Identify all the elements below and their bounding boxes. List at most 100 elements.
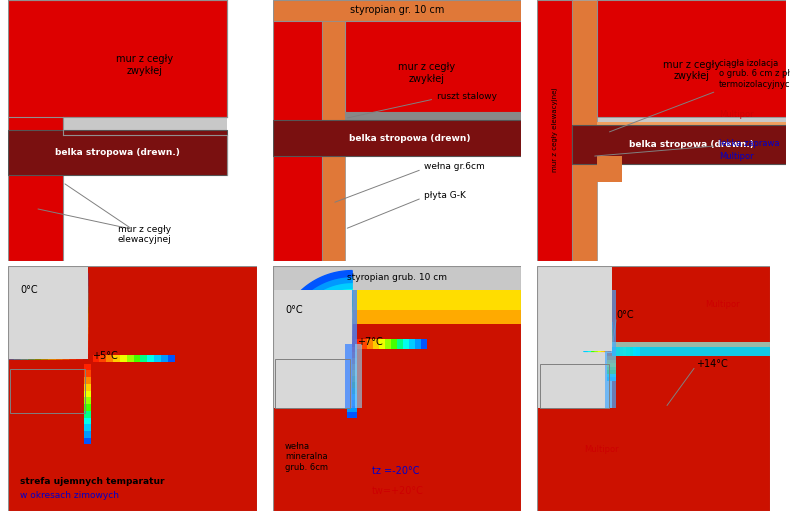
Polygon shape (337, 330, 352, 344)
Bar (8, 130, 227, 175)
Bar (147, 355, 154, 363)
Bar (361, 339, 367, 349)
Bar (88, 266, 257, 359)
Bar (611, 266, 770, 352)
Bar (408, 339, 415, 349)
Text: ruszt stalowy: ruszt stalowy (437, 92, 497, 101)
Bar (84, 404, 92, 411)
Polygon shape (69, 340, 88, 359)
Bar (348, 346, 357, 352)
Bar (84, 377, 92, 384)
Bar (8, 408, 88, 511)
Polygon shape (295, 288, 352, 344)
Bar (597, 156, 622, 182)
Bar (348, 400, 357, 406)
Bar (608, 367, 616, 370)
Polygon shape (604, 343, 611, 352)
Text: lekka zaprawa: lekka zaprawa (719, 139, 780, 148)
Text: belka stropowa (drewn.): belka stropowa (drewn.) (629, 140, 754, 149)
Bar (275, 359, 350, 408)
Bar (154, 355, 161, 363)
Text: 0°C: 0°C (616, 309, 634, 320)
Bar (608, 353, 616, 356)
Bar (88, 266, 257, 359)
Bar (8, 0, 62, 260)
Bar (92, 355, 100, 363)
Bar (88, 359, 257, 408)
Text: +5°C: +5°C (92, 351, 118, 361)
Text: wełna
mineralna
grub. 6cm: wełna mineralna grub. 6cm (285, 442, 328, 472)
Text: Multipor: Multipor (719, 110, 754, 119)
Bar (88, 359, 257, 408)
Bar (84, 391, 92, 398)
Bar (352, 344, 521, 408)
Polygon shape (290, 282, 352, 344)
Bar (611, 342, 770, 346)
Polygon shape (76, 347, 88, 359)
Bar (421, 339, 427, 349)
Bar (637, 346, 640, 356)
Bar (8, 266, 88, 359)
Bar (84, 417, 92, 424)
Bar (348, 364, 357, 370)
Text: Multipor: Multipor (705, 301, 739, 309)
Bar (348, 412, 357, 417)
Bar (626, 346, 630, 356)
Bar (352, 310, 521, 325)
Polygon shape (332, 324, 352, 344)
Bar (84, 438, 92, 444)
Polygon shape (7, 280, 88, 359)
Bar (126, 355, 134, 363)
Polygon shape (314, 306, 352, 344)
Bar (605, 290, 616, 408)
Polygon shape (48, 320, 88, 359)
Bar (62, 117, 227, 135)
Bar (348, 382, 357, 388)
Text: +14°C: +14°C (696, 358, 728, 369)
Bar (120, 355, 126, 363)
Bar (611, 346, 770, 356)
Text: belka stropowa (drewn.): belka stropowa (drewn.) (55, 148, 180, 157)
Polygon shape (320, 312, 352, 344)
Bar (167, 355, 175, 363)
Polygon shape (55, 327, 88, 359)
Bar (344, 112, 521, 120)
Polygon shape (597, 336, 611, 352)
Bar (273, 344, 352, 408)
Bar (322, 21, 344, 260)
Text: 0°C: 0°C (285, 305, 303, 315)
Polygon shape (62, 333, 88, 359)
Polygon shape (277, 270, 352, 344)
Bar (597, 122, 786, 130)
Bar (352, 290, 521, 344)
Polygon shape (302, 294, 352, 344)
Text: Multipor: Multipor (719, 152, 754, 161)
Bar (378, 339, 385, 349)
Bar (633, 346, 637, 356)
Polygon shape (587, 326, 611, 352)
Bar (397, 339, 403, 349)
Text: mur z cegły
elewacyjnej: mur z cegły elewacyjnej (118, 225, 171, 244)
Bar (630, 346, 633, 356)
Polygon shape (584, 322, 611, 352)
Bar (273, 0, 521, 21)
Bar (608, 359, 616, 363)
Polygon shape (590, 329, 611, 352)
Bar (619, 346, 623, 356)
Polygon shape (21, 293, 88, 359)
Bar (84, 424, 92, 431)
Bar (391, 339, 397, 349)
Bar (355, 344, 362, 408)
Polygon shape (594, 332, 611, 352)
Text: +7°C: +7°C (357, 337, 383, 346)
Polygon shape (307, 300, 352, 344)
Text: b): b) (541, 8, 555, 22)
Bar (8, 0, 227, 117)
Bar (613, 346, 616, 356)
Bar (352, 290, 521, 310)
Bar (273, 21, 322, 260)
Polygon shape (1, 273, 88, 359)
Bar (84, 364, 92, 370)
Bar (415, 339, 421, 349)
Bar (540, 364, 609, 408)
